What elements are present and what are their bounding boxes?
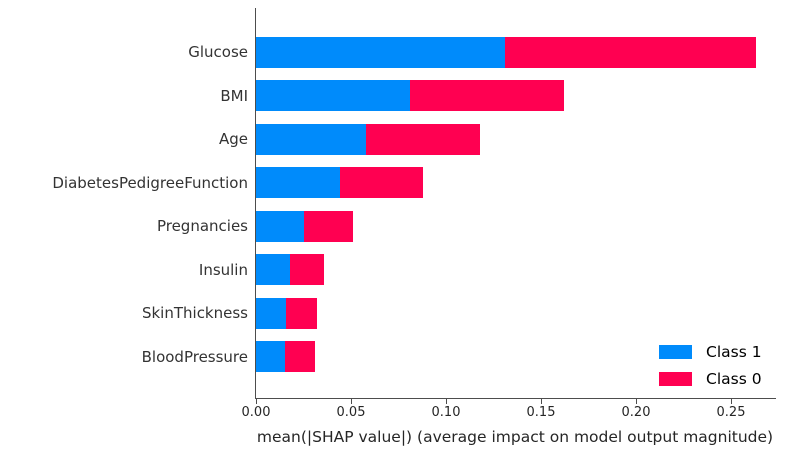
x-tick-mark-0.25 bbox=[731, 399, 732, 404]
bar-SkinThickness-class-1 bbox=[256, 297, 287, 329]
bar-DiabetesPedigreeFunction-class-0 bbox=[339, 167, 424, 199]
y-tick-label-BloodPressure: BloodPressure bbox=[141, 347, 248, 366]
y-tick-label-SkinThickness: SkinThickness bbox=[141, 304, 248, 323]
x-axis-line bbox=[255, 398, 776, 399]
bar-SkinThickness-class-0 bbox=[286, 297, 317, 329]
y-tick-label-DiabetesPedigreeFunction: DiabetesPedigreeFunction bbox=[52, 173, 248, 192]
legend-swatch-icon bbox=[659, 371, 692, 386]
legend-label: Class 0 bbox=[706, 369, 762, 388]
x-tick-label-0.20: 0.20 bbox=[621, 405, 651, 420]
bar-Glucose-class-0 bbox=[504, 36, 756, 68]
x-tick-mark-0.05 bbox=[351, 399, 352, 404]
y-tick-label-Insulin: Insulin bbox=[198, 260, 248, 279]
bar-Pregnancies-class-1 bbox=[256, 210, 304, 242]
y-tick-label-Pregnancies: Pregnancies bbox=[156, 217, 248, 236]
legend-swatch-icon bbox=[659, 344, 692, 359]
x-tick-mark-0.00 bbox=[256, 399, 257, 404]
x-tick-label-0.00: 0.00 bbox=[241, 405, 271, 420]
bar-BMI-class-1 bbox=[256, 80, 410, 112]
y-axis-line bbox=[255, 8, 256, 399]
x-tick-mark-0.10 bbox=[446, 399, 447, 404]
bar-Age-class-1 bbox=[256, 123, 367, 155]
x-tick-label-0.05: 0.05 bbox=[336, 405, 366, 420]
bar-Glucose-class-1 bbox=[256, 36, 505, 68]
y-tick-label-Age: Age bbox=[218, 130, 248, 149]
bar-Insulin-class-0 bbox=[290, 254, 325, 286]
bar-BMI-class-0 bbox=[409, 80, 564, 112]
legend-entry-class-1: Class 1 bbox=[659, 338, 762, 365]
x-axis-title: mean(|SHAP value|) (average impact on mo… bbox=[256, 428, 774, 446]
bar-Age-class-0 bbox=[366, 123, 481, 155]
x-tick-mark-0.15 bbox=[541, 399, 542, 404]
legend-entry-class-0: Class 0 bbox=[659, 365, 762, 392]
bar-Pregnancies-class-0 bbox=[303, 210, 353, 242]
x-tick-mark-0.20 bbox=[636, 399, 637, 404]
bar-BloodPressure-class-1 bbox=[256, 341, 285, 373]
legend: Class 1 Class 0 bbox=[659, 338, 762, 392]
x-tick-label-0.15: 0.15 bbox=[526, 405, 556, 420]
y-tick-label-BMI: BMI bbox=[220, 86, 248, 105]
bar-DiabetesPedigreeFunction-class-1 bbox=[256, 167, 340, 199]
bar-BloodPressure-class-0 bbox=[284, 341, 315, 373]
x-tick-label-0.10: 0.10 bbox=[431, 405, 461, 420]
bar-Insulin-class-1 bbox=[256, 254, 291, 286]
legend-label: Class 1 bbox=[706, 342, 762, 361]
y-tick-label-Glucose: Glucose bbox=[188, 43, 248, 61]
x-tick-label-0.25: 0.25 bbox=[716, 405, 746, 420]
